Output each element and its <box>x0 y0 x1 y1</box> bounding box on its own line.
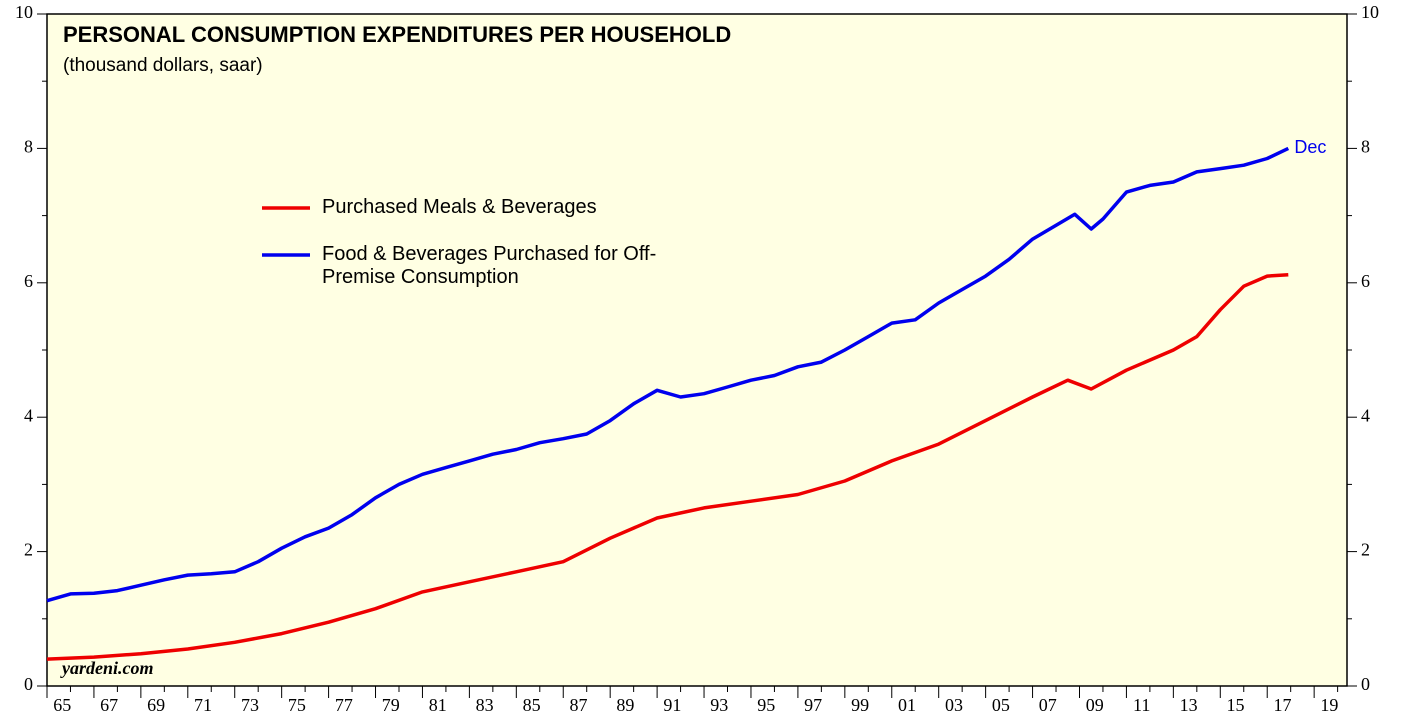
chart-subtitle: (thousand dollars, saar) <box>63 55 263 76</box>
legend-label: Purchased Meals & Beverages <box>322 196 597 218</box>
y-tick-label: 8 <box>24 137 33 157</box>
series-line <box>46 146 1290 603</box>
y2-tick-label: 8 <box>1361 137 1370 157</box>
y-tick-label: 10 <box>15 2 33 22</box>
x-tick-label: 69 <box>147 695 165 715</box>
y-tick-label: 6 <box>24 271 33 291</box>
source-label: yardeni.com <box>60 658 154 678</box>
x-tick-label: 81 <box>429 695 447 715</box>
x-tick-label: 09 <box>1086 695 1104 715</box>
x-tick-label: 75 <box>288 695 306 715</box>
series-line <box>46 272 1289 661</box>
end-label: Dec <box>1294 137 1326 157</box>
x-tick-label: 95 <box>757 695 775 715</box>
x-tick-label: 17 <box>1273 695 1291 715</box>
x-tick-label: 97 <box>804 695 822 715</box>
plot-area <box>46 13 1348 687</box>
x-tick-label: 93 <box>710 695 728 715</box>
x-tick-label: 13 <box>1180 695 1198 715</box>
x-tick-label: 01 <box>898 695 916 715</box>
y2-tick-label: 10 <box>1361 2 1379 22</box>
y-tick-label: 0 <box>24 674 33 694</box>
y-tick-label: 4 <box>24 405 33 425</box>
x-tick-label: 07 <box>1039 695 1057 715</box>
x-tick-label: 73 <box>241 695 259 715</box>
x-tick-label: 15 <box>1227 695 1245 715</box>
x-tick-label: 91 <box>663 695 681 715</box>
x-tick-label: 99 <box>851 695 869 715</box>
x-tick-label: 67 <box>100 695 118 715</box>
x-tick-label: 87 <box>569 695 587 715</box>
x-tick-label: 65 <box>53 695 71 715</box>
x-tick-label: 79 <box>382 695 400 715</box>
x-tick-label: 03 <box>945 695 963 715</box>
y2-tick-label: 2 <box>1361 540 1370 560</box>
x-tick-label: 89 <box>616 695 634 715</box>
x-tick-label: 71 <box>194 695 212 715</box>
y2-tick-label: 4 <box>1361 405 1370 425</box>
x-tick-label: 05 <box>992 695 1010 715</box>
y2-tick-label: 6 <box>1361 271 1370 291</box>
legend-label: Food & Beverages Purchased for Off-Premi… <box>322 243 657 288</box>
x-tick-label: 85 <box>523 695 541 715</box>
y2-tick-label: 0 <box>1361 674 1370 694</box>
y-tick-label: 2 <box>24 540 33 560</box>
x-tick-label: 19 <box>1320 695 1338 715</box>
chart-title: PERSONAL CONSUMPTION EXPENDITURES PER HO… <box>63 22 731 47</box>
x-tick-label: 83 <box>476 695 494 715</box>
x-tick-label: 11 <box>1133 695 1150 715</box>
x-tick-label: 77 <box>335 695 353 715</box>
